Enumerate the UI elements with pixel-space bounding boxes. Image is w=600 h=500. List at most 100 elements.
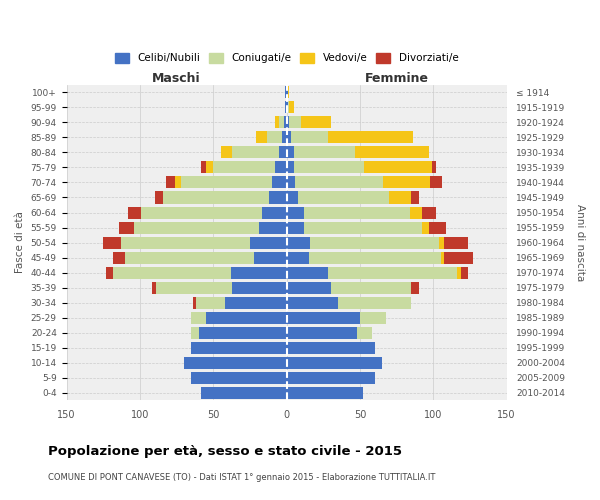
Legend: Celibi/Nubili, Coniugati/e, Vedovi/e, Divorziati/e: Celibi/Nubili, Coniugati/e, Vedovi/e, Di…	[110, 49, 463, 68]
Bar	[287, 342, 374, 353]
Bar	[221, 146, 287, 158]
Bar	[175, 176, 287, 188]
Bar	[287, 266, 457, 278]
Bar	[287, 236, 443, 248]
Bar	[287, 102, 288, 114]
Bar	[184, 356, 287, 368]
Bar	[287, 326, 371, 338]
Bar	[199, 326, 287, 338]
Bar	[287, 86, 288, 99]
Bar	[287, 176, 442, 188]
Bar	[287, 326, 357, 338]
Bar	[287, 206, 436, 218]
Bar	[285, 86, 287, 99]
Bar	[287, 252, 308, 264]
Bar	[191, 372, 287, 384]
Bar	[202, 387, 287, 399]
Bar	[156, 282, 287, 294]
Text: Maschi: Maschi	[152, 72, 201, 85]
Bar	[287, 116, 301, 128]
Bar	[268, 132, 287, 143]
Bar	[287, 266, 328, 278]
Bar	[272, 176, 287, 188]
Bar	[134, 222, 287, 234]
Bar	[156, 282, 287, 294]
Bar	[231, 266, 287, 278]
Bar	[269, 192, 287, 203]
Bar	[191, 372, 287, 384]
Bar	[287, 162, 294, 173]
Bar	[191, 342, 287, 353]
Bar	[191, 326, 287, 338]
Bar	[287, 222, 446, 234]
Bar	[287, 312, 386, 324]
Bar	[287, 162, 364, 173]
Bar	[287, 102, 294, 114]
Bar	[287, 146, 294, 158]
Bar	[128, 206, 287, 218]
Bar	[287, 146, 355, 158]
Bar	[287, 146, 429, 158]
Bar	[287, 296, 411, 308]
Bar	[287, 102, 294, 114]
Bar	[287, 206, 422, 218]
Bar	[285, 102, 287, 114]
Bar	[287, 102, 289, 114]
Bar	[256, 132, 287, 143]
Bar	[275, 116, 287, 128]
Bar	[113, 252, 287, 264]
Bar	[181, 176, 287, 188]
Bar	[184, 356, 287, 368]
Bar	[287, 342, 374, 353]
Bar	[287, 236, 469, 248]
Bar	[191, 312, 287, 324]
Bar	[213, 162, 287, 173]
Bar	[155, 192, 287, 203]
Bar	[166, 176, 287, 188]
Bar	[287, 252, 440, 264]
Bar	[279, 116, 287, 128]
Bar	[287, 192, 389, 203]
Bar	[121, 236, 287, 248]
Bar	[287, 326, 371, 338]
Bar	[287, 222, 422, 234]
Bar	[125, 252, 287, 264]
Bar	[287, 176, 430, 188]
Bar	[191, 342, 287, 353]
Text: Femmine: Femmine	[365, 72, 428, 85]
Bar	[221, 146, 287, 158]
Bar	[287, 266, 469, 278]
Bar	[287, 372, 374, 384]
Bar	[287, 192, 411, 203]
Bar	[287, 356, 382, 368]
Bar	[163, 192, 287, 203]
Bar	[287, 86, 288, 99]
Bar	[285, 102, 287, 114]
Bar	[262, 206, 287, 218]
Bar	[191, 326, 287, 338]
Bar	[287, 387, 363, 399]
Bar	[287, 162, 436, 173]
Bar	[191, 372, 287, 384]
Bar	[287, 356, 382, 368]
Bar	[275, 116, 287, 128]
Bar	[287, 132, 413, 143]
Bar	[184, 356, 287, 368]
Bar	[163, 192, 287, 203]
Bar	[191, 342, 287, 353]
Bar	[287, 236, 439, 248]
Bar	[259, 222, 287, 234]
Bar	[285, 86, 287, 99]
Bar	[287, 356, 382, 368]
Bar	[285, 102, 287, 114]
Bar	[232, 282, 287, 294]
Bar	[254, 252, 287, 264]
Bar	[287, 192, 298, 203]
Bar	[287, 312, 386, 324]
Bar	[282, 132, 287, 143]
Bar	[193, 296, 287, 308]
Bar	[287, 176, 295, 188]
Bar	[113, 266, 287, 278]
Bar	[121, 236, 287, 248]
Bar	[287, 312, 386, 324]
